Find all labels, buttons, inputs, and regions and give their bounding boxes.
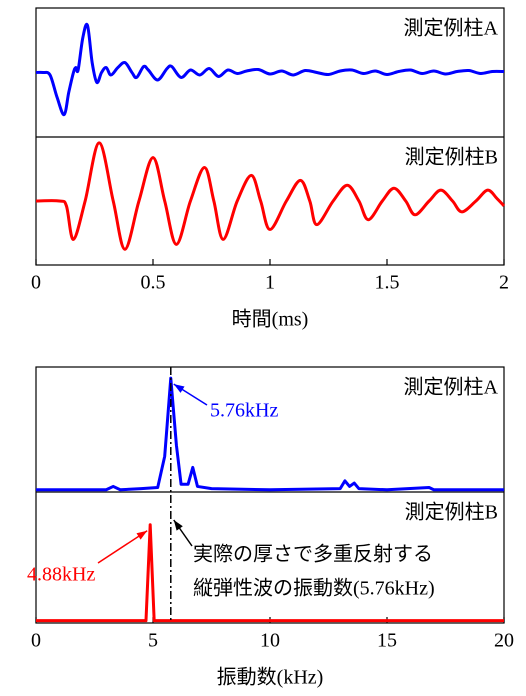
x-tick-label: 0 (31, 272, 41, 294)
x-tick-label: 2 (499, 272, 509, 294)
series-line (35, 141, 506, 251)
x-tick-label: 20 (494, 630, 514, 652)
x-tick-label: 1 (265, 272, 275, 294)
panel-label: 測定例柱B (405, 146, 498, 169)
x-axis-label: 時間(ms) (232, 308, 309, 331)
x-tick-label: 0.5 (141, 272, 166, 294)
peak-label: 5.76kHz (210, 400, 278, 422)
arrow-head (173, 384, 185, 393)
panel-label: 測定例柱B (405, 501, 498, 524)
series-line (36, 376, 504, 492)
arrow-head (136, 530, 148, 540)
series-line (35, 22, 505, 117)
x-tick-label: 0 (31, 630, 41, 652)
peak-label: 4.88kHz (27, 564, 95, 586)
panel-label: 測定例柱A (404, 17, 499, 40)
reference-label: 縦弾性波の振動数(5.76kHz) (193, 577, 435, 600)
x-tick-label: 1.5 (375, 272, 400, 294)
panel-label: 測定例柱A (404, 376, 499, 399)
x-tick-label: 5 (148, 630, 158, 652)
reference-label: 実際の厚さで多重反射する (193, 543, 433, 566)
x-axis-label: 振動数(kHz) (217, 666, 324, 689)
x-tick-label: 15 (377, 630, 397, 652)
x-tick-label: 10 (260, 630, 280, 652)
arrow-head (173, 520, 183, 531)
series-line (36, 523, 504, 623)
